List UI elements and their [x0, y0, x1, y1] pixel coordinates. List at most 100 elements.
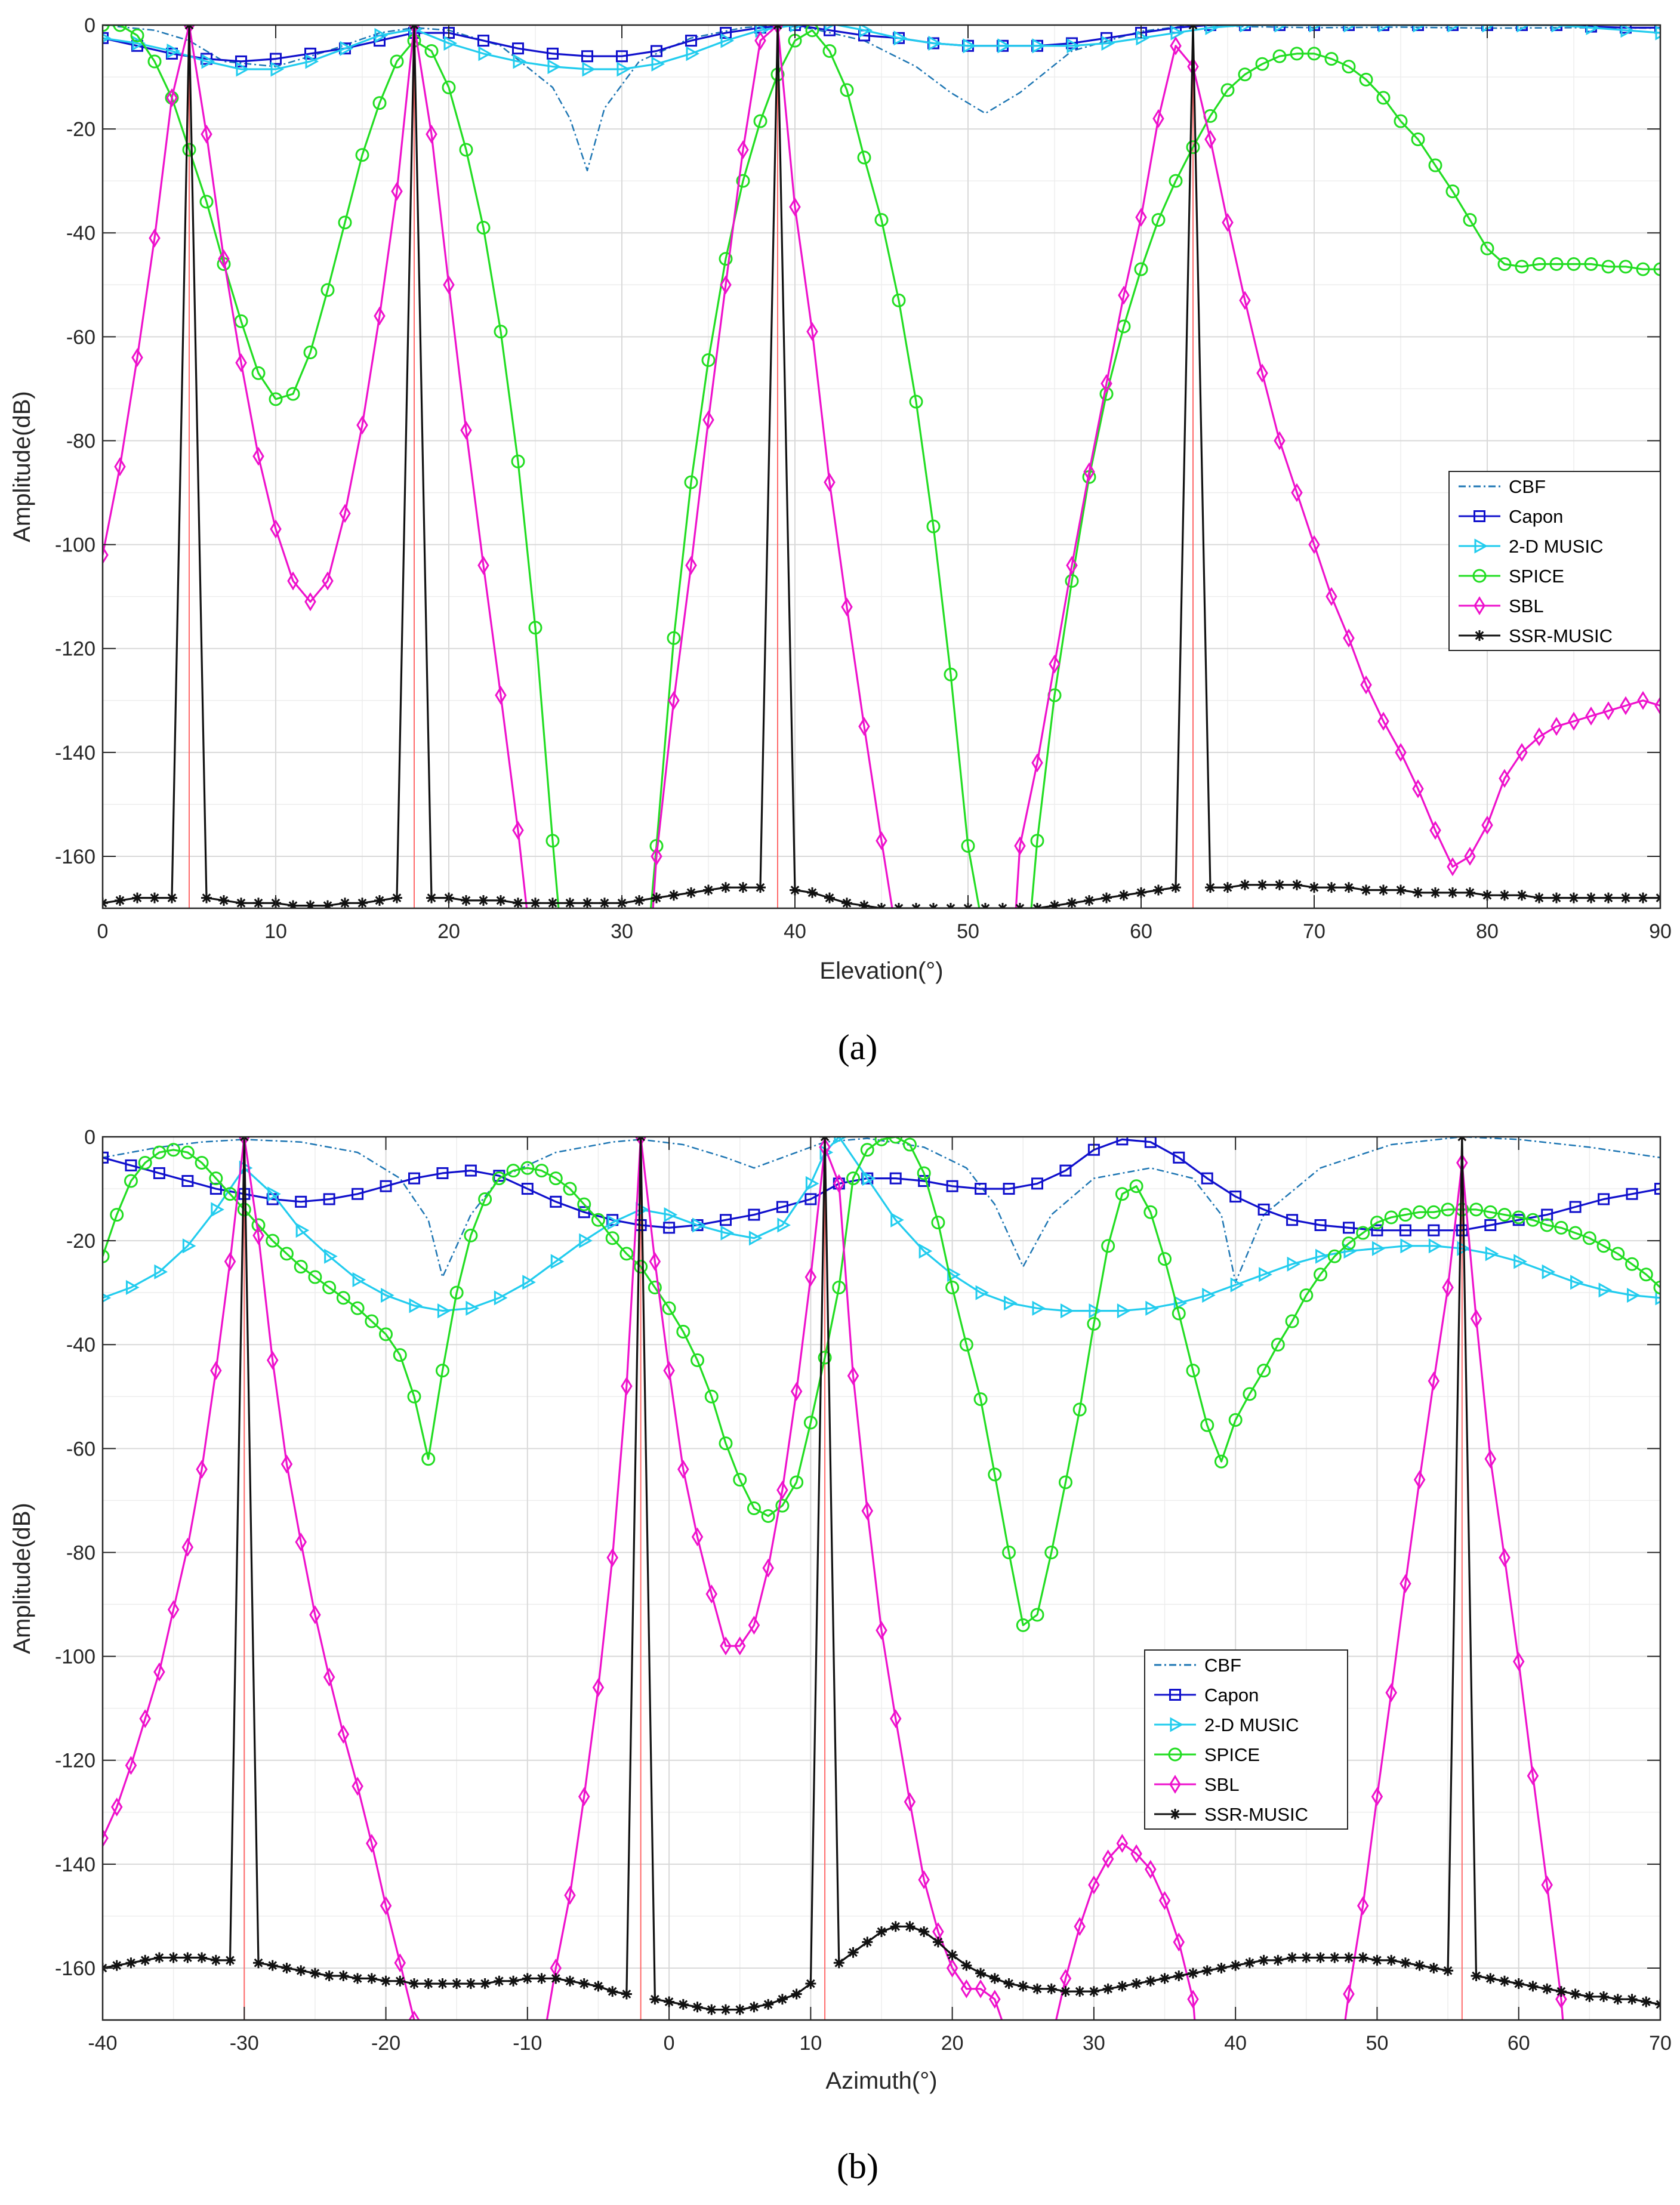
data-point-marker — [1619, 260, 1633, 274]
y-tick-label: -120 — [55, 638, 95, 661]
data-point-marker — [253, 1957, 264, 1969]
data-point-marker — [1371, 1241, 1386, 1256]
data-point-marker — [153, 1662, 165, 1682]
data-point-marker — [737, 140, 749, 159]
data-point-marker — [1220, 83, 1235, 97]
legend-label: SSR-MUSIC — [1509, 625, 1613, 646]
data-point-marker — [113, 25, 127, 32]
legend: CBF Capon 2-D MUSIC SPICE SBL SSR-MUSIC — [1144, 1649, 1348, 1830]
data-point-marker — [1568, 892, 1579, 903]
data-point-marker — [1308, 535, 1320, 554]
data-point-marker — [253, 898, 264, 908]
data-point-marker — [324, 1248, 338, 1264]
data-point-marker — [350, 1301, 365, 1315]
data-point-marker — [1399, 1224, 1411, 1236]
axes-box — [101, 1136, 1661, 2021]
legend-marker — [1474, 510, 1485, 522]
data-point-marker — [1428, 1224, 1440, 1236]
data-point-marker — [309, 1967, 320, 1979]
data-point-marker — [381, 1287, 394, 1303]
data-point-marker — [790, 1475, 804, 1489]
data-point-marker — [1480, 241, 1494, 255]
series-line — [103, 25, 1660, 908]
y-tick-label: -140 — [55, 742, 95, 764]
data-point-marker — [1385, 1683, 1397, 1703]
data-point-marker — [1570, 1275, 1584, 1290]
data-point-marker — [1072, 1402, 1087, 1417]
data-point-marker — [1541, 1875, 1553, 1895]
data-point-marker — [1603, 892, 1614, 903]
data-point-marker — [1429, 821, 1441, 840]
data-point-marker — [959, 1337, 973, 1352]
legend-label: SPICE — [1509, 566, 1564, 587]
legend-label: SSR-MUSIC — [1204, 1804, 1308, 1825]
data-point-marker — [1413, 887, 1423, 898]
data-point-marker — [1186, 1364, 1200, 1378]
data-point-marker — [1307, 47, 1321, 61]
data-point-marker — [201, 892, 212, 903]
data-point-marker — [1377, 25, 1389, 31]
data-point-marker — [1115, 1187, 1129, 1201]
data-point-marker — [1568, 1226, 1583, 1240]
x-tick-label: 0 — [97, 920, 109, 943]
data-point-marker — [1464, 847, 1476, 866]
data-point-marker — [1551, 25, 1565, 33]
data-point-marker — [1447, 857, 1459, 877]
data-point-marker — [876, 1926, 887, 1937]
data-point-marker — [167, 1600, 180, 1620]
data-point-marker — [1032, 1300, 1046, 1316]
series-sbl — [103, 1137, 1567, 2020]
data-point-marker — [237, 1202, 251, 1217]
data-point-marker — [513, 54, 527, 69]
data-point-marker — [1532, 257, 1546, 271]
data-point-marker — [340, 898, 350, 908]
data-point-marker — [1584, 1991, 1595, 2002]
data-point-marker — [520, 1161, 535, 1175]
y-tick-label: 0 — [84, 14, 95, 37]
x-tick-label: 70 — [1303, 920, 1325, 943]
data-point-marker — [1101, 892, 1112, 903]
data-point-marker — [466, 1300, 479, 1316]
data-point-marker — [776, 1201, 788, 1213]
data-point-marker — [1315, 1248, 1329, 1264]
data-point-marker — [154, 1264, 168, 1279]
data-point-marker — [932, 1936, 944, 1948]
data-point-marker — [1569, 1201, 1582, 1213]
data-point-marker — [904, 1792, 916, 1812]
x-tick-label: 60 — [1508, 2032, 1530, 2055]
data-point-marker — [973, 1392, 988, 1407]
data-point-marker — [1240, 879, 1250, 890]
data-point-marker — [309, 1605, 321, 1624]
data-point-marker — [508, 1975, 519, 1987]
data-point-marker — [521, 1183, 534, 1195]
data-point-marker — [1239, 291, 1251, 310]
data-point-marker — [492, 1171, 506, 1186]
data-point-marker — [1377, 711, 1389, 731]
data-point-marker — [1058, 1475, 1072, 1489]
data-point-marker — [323, 1970, 335, 1981]
data-point-marker — [1170, 25, 1185, 41]
x-tick-label: 10 — [799, 2032, 822, 2055]
data-point-marker — [1274, 25, 1286, 31]
data-point-marker — [648, 1280, 662, 1294]
data-point-marker — [424, 44, 439, 58]
data-point-marker — [365, 1314, 379, 1328]
data-point-marker — [1202, 1287, 1216, 1303]
y-tick-label: -80 — [66, 1541, 95, 1564]
data-point-marker — [1326, 882, 1337, 893]
data-point-marker — [581, 50, 593, 63]
data-point-marker — [824, 473, 836, 492]
data-point-marker — [252, 446, 264, 466]
legend-label: CBF — [1204, 1655, 1241, 1676]
data-point-marker — [1400, 1238, 1414, 1254]
x-tick-label: 10 — [264, 920, 287, 943]
data-point-marker — [352, 1777, 363, 1796]
data-point-marker — [1342, 60, 1356, 74]
data-point-marker — [606, 1548, 618, 1568]
data-point-marker — [1205, 882, 1216, 893]
axes-box — [101, 24, 1661, 909]
data-point-marker — [1118, 890, 1129, 901]
series-ssr-music — [103, 1137, 1660, 2015]
data-point-marker — [477, 35, 489, 47]
data-point-marker — [1145, 1859, 1157, 1879]
